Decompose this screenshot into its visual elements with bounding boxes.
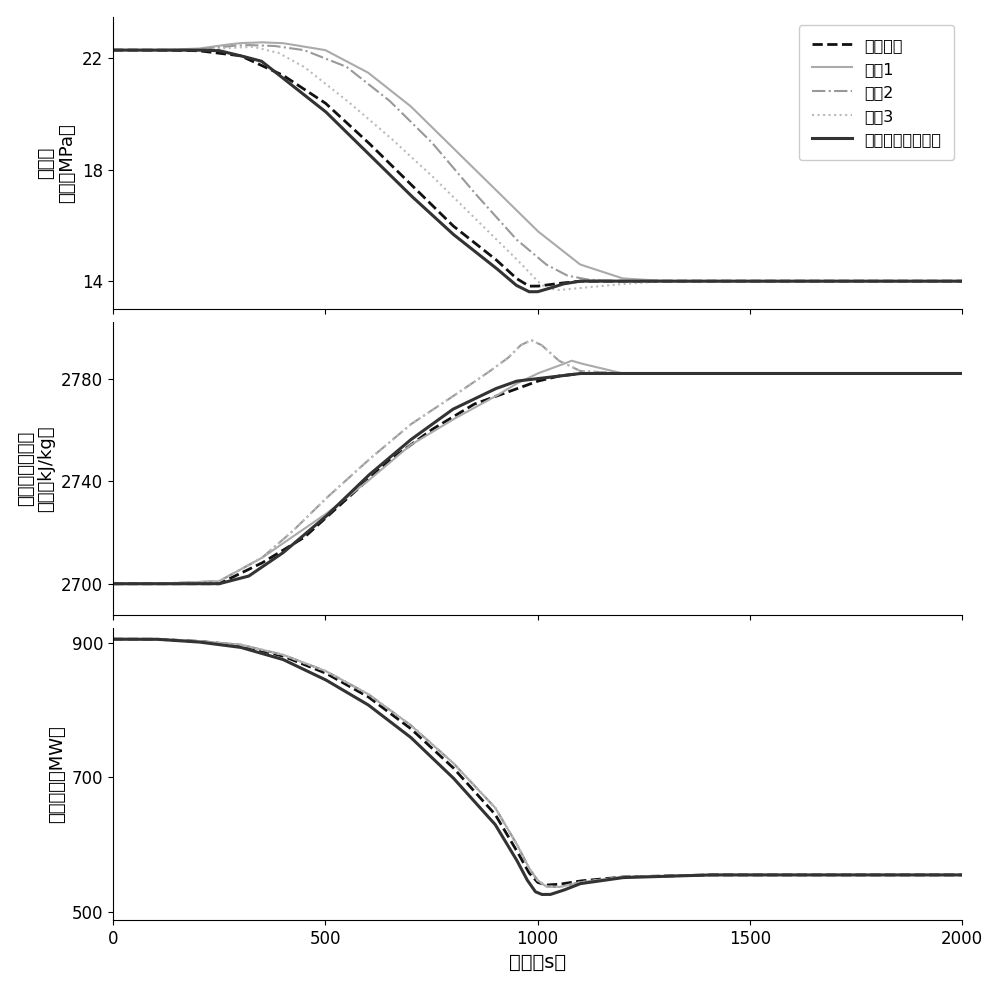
- Line: 对比1: 对比1: [113, 43, 962, 281]
- 对比3: [849, 275, 861, 287]
- 本发明提出的方案: [523, 286, 535, 298]
- 对比1: [256, 37, 268, 48]
- 对比3: [247, 41, 259, 52]
- 负荷指令: [107, 45, 119, 56]
- 本发明提出的方案: [469, 246, 481, 258]
- 对比2: [254, 40, 266, 51]
- 对比2: [849, 275, 861, 287]
- 对比3: [107, 45, 119, 56]
- 对比3: [433, 177, 445, 189]
- 本发明提出的方案: [940, 275, 952, 287]
- 对比3: [470, 213, 482, 225]
- Line: 负荷指令: 负荷指令: [113, 50, 962, 286]
- 对比2: [204, 43, 216, 54]
- 对比2: [107, 45, 119, 56]
- Line: 对比3: 对比3: [113, 46, 962, 290]
- 本发明提出的方案: [204, 45, 216, 56]
- 对比3: [254, 43, 266, 54]
- 对比2: [470, 188, 482, 200]
- 本发明提出的方案: [956, 275, 968, 287]
- 本发明提出的方案: [254, 55, 266, 67]
- 对比3: [940, 275, 952, 287]
- Legend: 负荷指令, 对比1, 对比2, 对比3, 本发明提出的方案: 负荷指令, 对比1, 对比2, 对比3, 本发明提出的方案: [799, 25, 954, 160]
- 对比1: [940, 275, 952, 287]
- 对比1: [470, 164, 482, 176]
- 负荷指令: [469, 237, 481, 249]
- X-axis label: 时间（s）: 时间（s）: [509, 953, 566, 972]
- Line: 对比2: 对比2: [113, 45, 962, 281]
- 对比1: [956, 275, 968, 287]
- 负荷指令: [848, 275, 860, 287]
- 对比3: [204, 44, 216, 55]
- 负荷指令: [956, 275, 968, 287]
- Y-axis label: 分离器中水蒓气
焛値（kJ/kg）: 分离器中水蒓气 焛値（kJ/kg）: [17, 425, 55, 511]
- 负荷指令: [204, 46, 216, 58]
- 对比2: [617, 275, 629, 287]
- 对比3: [956, 275, 968, 287]
- 对比2: [956, 275, 968, 287]
- 本发明提出的方案: [848, 275, 860, 287]
- 负荷指令: [254, 58, 266, 70]
- 本发明提出的方案: [433, 215, 445, 226]
- Line: 本发明提出的方案: 本发明提出的方案: [113, 50, 962, 292]
- 对比1: [204, 42, 216, 53]
- 对比1: [433, 128, 445, 139]
- 对比2: [243, 40, 255, 51]
- 对比1: [659, 275, 671, 287]
- 负荷指令: [940, 275, 952, 287]
- 对比2: [433, 144, 445, 156]
- Y-axis label: 输出功率（MW）: 输出功率（MW）: [48, 725, 66, 823]
- 对比1: [107, 45, 119, 56]
- 负荷指令: [523, 280, 535, 292]
- 本发明提出的方案: [107, 45, 119, 56]
- 对比3: [553, 284, 565, 296]
- 负荷指令: [433, 206, 445, 218]
- 对比2: [940, 275, 952, 287]
- Y-axis label: 主蒓汽
压力（MPa）: 主蒓汽 压力（MPa）: [38, 123, 76, 203]
- 对比1: [254, 37, 266, 48]
- 对比1: [849, 275, 861, 287]
